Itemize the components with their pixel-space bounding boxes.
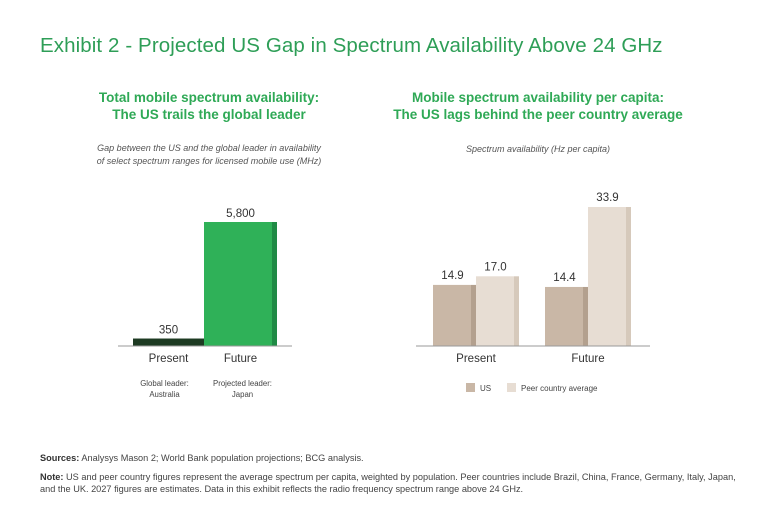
sources-text: Analysys Mason 2; World Bank population … (81, 453, 364, 463)
footnote: Note: US and peer country figures repres… (40, 471, 740, 495)
right-category-label-future: Future (571, 353, 604, 365)
right-bar-future-us (545, 286, 588, 346)
left-bar-future-face (204, 222, 272, 346)
right-bar-future-peer-value: 33.9 (596, 192, 618, 204)
chart-title: Exhibit 2 - Projected US Gap in Spectrum… (40, 34, 663, 57)
left-panel-title-line2: The US trails the global leader (112, 107, 306, 122)
left-category-label-present: Present (149, 353, 189, 365)
right-bar-future-us-shade (583, 286, 588, 346)
left-category-note-0-0: Global leader: (140, 379, 189, 388)
left-bar-present (133, 338, 204, 346)
left-panel-title-line1: Total mobile spectrum availability: (98, 90, 320, 105)
left-panel-subtitle-line2: of select spectrum ranges for licensed m… (96, 156, 322, 166)
right-bar-present-peer-shade (514, 276, 519, 346)
right-bar-present-peer-value: 17.0 (484, 261, 506, 273)
right-bar-future-peer-shade (626, 207, 631, 346)
note-label: Note: (40, 472, 64, 482)
right-bar-future-peer-face (588, 207, 626, 346)
legend-label-peer: Peer country average (521, 384, 598, 393)
left-category-note-1-1: Japan (232, 390, 253, 399)
right-bar-future-us-face (545, 286, 583, 346)
legend-label-us: US (480, 384, 491, 393)
left-category-note-0-1: Australia (149, 390, 180, 399)
note-text: US and peer country figures represent th… (40, 472, 736, 494)
left-bar-future-shade (272, 222, 277, 346)
left-panel-subtitle: Gap between the US and the global leader… (54, 142, 364, 168)
right-bar-present-peer-face (476, 276, 514, 346)
sources-note: Sources: Analysys Mason 2; World Bank po… (40, 452, 740, 464)
right-bar-present-us-face (433, 284, 471, 346)
left-value-label-future: 5,800 (226, 208, 255, 220)
right-panel-subtitle: Spectrum availability (Hz per capita) (378, 143, 698, 156)
right-bar-present-us-shade (471, 284, 476, 346)
right-bar-present-peer (476, 276, 519, 346)
right-panel-title-line2: The US lags behind the peer country aver… (393, 107, 683, 122)
right-panel-subtitle-text: Spectrum availability (Hz per capita) (465, 144, 611, 154)
right-panel-title-line1: Mobile spectrum availability per capita: (411, 90, 665, 105)
sources-label: Sources: (40, 453, 80, 463)
legend-swatch-peer (507, 383, 516, 392)
left-category-note-1-0: Projected leader: (213, 379, 272, 388)
left-category-label-future: Future (224, 353, 257, 365)
left-bar-present-face (133, 338, 199, 346)
right-bar-future-peer (588, 207, 631, 346)
right-bar-present-us-value: 14.9 (441, 270, 463, 282)
left-bar-future (204, 222, 277, 346)
legend-swatch-us (466, 383, 475, 392)
right-category-label-present: Present (456, 353, 496, 365)
right-bar-present-us (433, 284, 476, 346)
right-bar-future-us-value: 14.4 (553, 272, 576, 284)
left-value-label-present: 350 (159, 325, 178, 337)
left-bar-present-shade (199, 338, 204, 346)
left-panel-subtitle-line1: Gap between the US and the global leader… (97, 143, 321, 153)
right-panel-title: Mobile spectrum availability per capita:… (378, 89, 698, 123)
left-panel-title: Total mobile spectrum availability: The … (54, 89, 364, 123)
